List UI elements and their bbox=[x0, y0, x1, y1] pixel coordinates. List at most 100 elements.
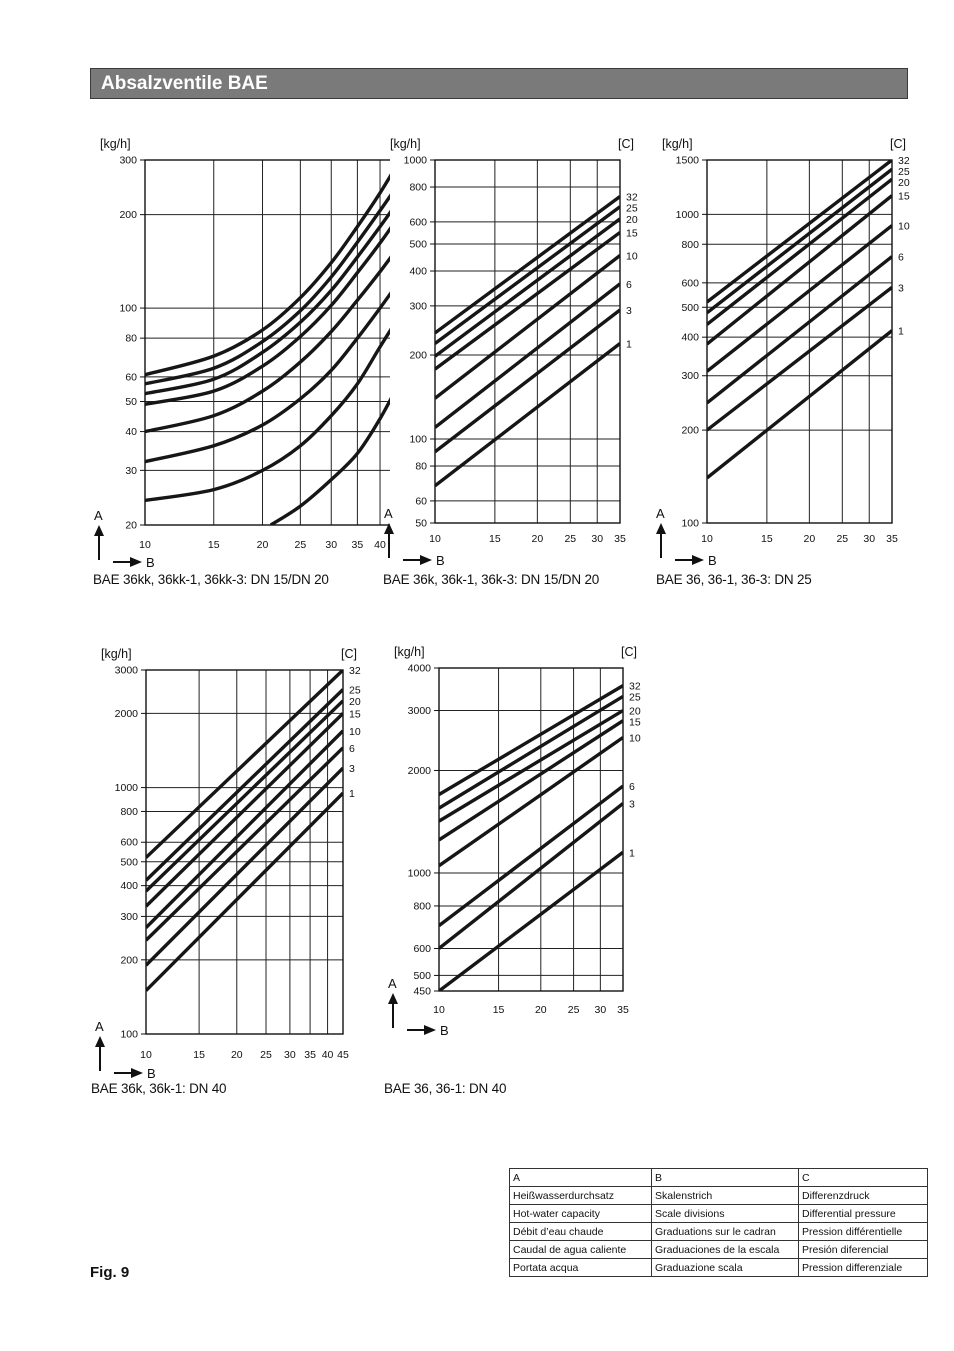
legend-table: A B C Heißwasserdurchsatz Skalenstrich Differ… bbox=[509, 1168, 928, 1277]
series-line-25 bbox=[439, 694, 623, 810]
y-tick-label: 60 bbox=[415, 495, 427, 507]
c-axis-label: [C] bbox=[890, 137, 906, 151]
series-line-32 bbox=[439, 684, 623, 796]
legend-cell: Heißwasserdurchsatz bbox=[509, 1186, 652, 1205]
x-tick-label: 35 bbox=[614, 533, 626, 545]
series-label: 10 bbox=[349, 726, 361, 738]
series-line-1 bbox=[435, 342, 620, 488]
x-tick-label: 20 bbox=[231, 1049, 243, 1061]
x-tick-label: 35 bbox=[304, 1049, 316, 1061]
x-tick-label: 20 bbox=[532, 533, 544, 545]
legend-cell: Portata acqua bbox=[509, 1258, 652, 1277]
legend-cell: Graduazione scala bbox=[651, 1258, 799, 1277]
right-arrow-icon bbox=[424, 1025, 436, 1035]
y-tick-label: 3000 bbox=[408, 705, 432, 717]
legend-cell: Skalenstrich bbox=[651, 1186, 799, 1205]
y-tick-label: 40 bbox=[125, 426, 137, 438]
grid bbox=[438, 667, 624, 992]
series-line-1 bbox=[439, 850, 623, 991]
series-label: 1 bbox=[626, 338, 632, 350]
y-tick-label: 1000 bbox=[408, 867, 432, 879]
x-tick-label: 25 bbox=[260, 1049, 272, 1061]
series-label: 3 bbox=[898, 282, 904, 294]
x-tick-label: 10 bbox=[433, 1004, 445, 1016]
y-tick-label: 400 bbox=[681, 332, 699, 344]
legend-cell: Caudal de agua caliente bbox=[509, 1240, 652, 1259]
series-line-10 bbox=[707, 224, 892, 373]
series-label: 32 bbox=[626, 191, 638, 203]
legend-cell: A bbox=[509, 1168, 652, 1187]
right-arrow-icon bbox=[131, 1068, 143, 1078]
chart-caption: BAE 36, 36-1: DN 40 bbox=[384, 1081, 507, 1096]
series-line-10 bbox=[145, 255, 390, 434]
y-tick-label: 300 bbox=[119, 155, 137, 167]
y-tick-label: 1500 bbox=[676, 155, 700, 167]
x-tick-label: 35 bbox=[617, 1004, 629, 1016]
legend-cell: C bbox=[798, 1168, 928, 1187]
series-label: 1 bbox=[898, 326, 904, 338]
x-tick-label: 10 bbox=[429, 533, 441, 545]
y-tick-label: 500 bbox=[413, 970, 431, 982]
legend-cell: Débit d’eau chaude bbox=[509, 1222, 652, 1241]
x-tick-label: 30 bbox=[284, 1049, 296, 1061]
chart-bae-36k-dn40: 10 15 20 25 30 35 40 45100200300400500600800100… bbox=[95, 647, 361, 1081]
right-arrow-icon bbox=[420, 555, 432, 565]
series-label: 6 bbox=[626, 279, 632, 291]
page-title: Absalzventile BAE bbox=[101, 73, 268, 94]
y-tick-label: 600 bbox=[413, 943, 431, 955]
legend-cell: Differenzdruck bbox=[798, 1186, 928, 1205]
x-tick-label: 35 bbox=[352, 539, 364, 551]
y-tick-label: 800 bbox=[409, 182, 427, 194]
y-tick-label: 600 bbox=[409, 216, 427, 228]
series-label: 1 bbox=[629, 847, 635, 859]
chart-bae-36-dn25: 10 15 20 25 30 351002003004005006008001000150… bbox=[656, 137, 910, 568]
y-tick-label: 80 bbox=[125, 333, 137, 345]
series-label: 6 bbox=[629, 781, 635, 793]
series-line-3 bbox=[707, 286, 892, 432]
up-arrow-icon bbox=[384, 523, 394, 534]
right-arrow-icon bbox=[692, 555, 704, 565]
series-label: 20 bbox=[349, 696, 361, 708]
x-tick-label: 30 bbox=[863, 533, 875, 545]
y-tick-label: 100 bbox=[119, 303, 137, 315]
y-tick-label: 500 bbox=[681, 302, 699, 314]
x-tick-label: 30 bbox=[595, 1004, 607, 1016]
y-tick-label: 300 bbox=[120, 911, 138, 923]
chart-caption: BAE 36, 36-1, 36-3: DN 25 bbox=[656, 572, 812, 587]
y-tick-label: 100 bbox=[120, 1029, 138, 1041]
y-axis-label: [kg/h] bbox=[394, 645, 425, 659]
x-tick-label: 15 bbox=[761, 533, 773, 545]
legend-cell: Graduaciones de la escala bbox=[651, 1240, 799, 1259]
chart-caption: BAE 36k, 36k-1: DN 40 bbox=[91, 1081, 227, 1096]
y-axis-label: [kg/h] bbox=[101, 647, 132, 661]
legend-row: Caudal de agua caliente Graduaciones de l… bbox=[509, 1240, 928, 1259]
axis-b-label: B bbox=[147, 1066, 156, 1081]
axis-b-label: B bbox=[440, 1023, 449, 1038]
series-line-6 bbox=[435, 282, 620, 429]
chart-bae-36k-dn15: 10 15 20 25 30 355060801002003004005006008001… bbox=[384, 137, 638, 568]
x-tick-label: 25 bbox=[836, 533, 848, 545]
series-label: 25 bbox=[349, 685, 361, 697]
y-tick-label: 400 bbox=[409, 266, 427, 278]
series-line-3 bbox=[439, 802, 623, 950]
up-arrow-icon bbox=[95, 1036, 105, 1047]
up-arrow-icon bbox=[656, 523, 666, 534]
c-axis-label: [C] bbox=[618, 137, 634, 151]
series-line-25 bbox=[707, 167, 892, 315]
series-line-6 bbox=[145, 291, 390, 464]
y-tick-label: 1000 bbox=[404, 155, 428, 167]
axis-b-label: B bbox=[146, 555, 155, 570]
y-tick-label: 3000 bbox=[115, 665, 139, 677]
series-label: 32 bbox=[898, 155, 910, 167]
legend-cell: Pression différentielle bbox=[798, 1222, 928, 1241]
grid bbox=[706, 159, 893, 524]
series-label: 10 bbox=[898, 221, 910, 233]
y-tick-label: 2000 bbox=[115, 708, 139, 720]
axis-a-label: A bbox=[384, 506, 393, 521]
series-line-3 bbox=[145, 327, 390, 503]
y-tick-label: 200 bbox=[681, 425, 699, 437]
x-tick-label: 15 bbox=[493, 1004, 505, 1016]
y-tick-label: 4000 bbox=[408, 663, 432, 675]
y-tick-label: 1000 bbox=[115, 782, 139, 794]
series-line-3 bbox=[435, 308, 620, 454]
